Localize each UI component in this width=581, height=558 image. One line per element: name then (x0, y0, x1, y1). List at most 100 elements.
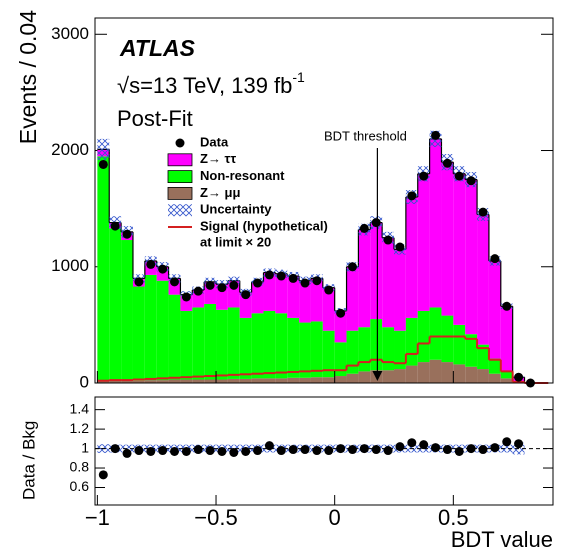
uncertainty-band (227, 276, 240, 285)
ratio-point (146, 446, 156, 456)
legend-label: Uncertainty (200, 202, 272, 217)
stack-bar (239, 378, 252, 383)
ratio-point (359, 444, 369, 454)
stack-bar (263, 310, 276, 379)
stack-bar (500, 371, 513, 379)
ratio-point (407, 438, 417, 448)
ratio-point (253, 446, 263, 456)
ratio-point (300, 445, 310, 455)
ratio-point (264, 441, 274, 451)
energy-sup: -1 (292, 69, 305, 85)
data-point (229, 280, 239, 290)
ratio-point (98, 470, 108, 480)
stack-bar (310, 377, 323, 383)
legend-label: Data (200, 134, 229, 149)
data-point (98, 159, 108, 169)
ratio-point (336, 444, 346, 454)
data-point (169, 277, 179, 287)
data-point (395, 242, 405, 252)
stack-bar (121, 380, 133, 383)
stack-bar (227, 280, 240, 308)
stack-bar (477, 214, 489, 345)
y-tick-label: 1 (81, 439, 89, 455)
stack-bar (382, 237, 395, 328)
stack-bar (132, 286, 145, 381)
data-point (241, 290, 251, 300)
stack-bar (382, 327, 395, 371)
data-point (514, 372, 524, 382)
data-point (158, 264, 168, 274)
y-tick-label: 1.2 (70, 420, 90, 436)
stack-bar (287, 276, 300, 318)
stack-bar (310, 321, 323, 378)
stack-bar (465, 366, 478, 383)
ratio-point (193, 445, 203, 455)
stack-bar (144, 274, 157, 381)
x-axis-label: BDT value (451, 527, 553, 552)
x-tick-label: 0 (329, 505, 341, 530)
stack-bar (239, 292, 252, 318)
lower-frame (94, 396, 554, 506)
stack-bar (394, 369, 406, 383)
ratio-point (514, 439, 524, 449)
stack-bar (216, 379, 228, 383)
stack-bar (239, 317, 252, 379)
stack-bar (299, 280, 311, 323)
stack-bar (216, 309, 228, 380)
stack-bar (334, 376, 347, 383)
ratio-point (395, 442, 405, 452)
stack-bar (192, 290, 205, 308)
stack-bar (334, 310, 347, 343)
stack-bar (477, 344, 489, 370)
y-tick-label: 1000 (51, 256, 89, 275)
data-point (264, 270, 274, 280)
ratio-point (383, 446, 393, 456)
data-point (359, 223, 369, 233)
legend-label: Non-resonant (200, 168, 285, 183)
stack-bar (346, 330, 359, 374)
stack-bar (477, 369, 489, 383)
data-point (276, 271, 286, 281)
stack-bar (417, 310, 430, 363)
data-point (490, 254, 500, 264)
stack-bar (370, 222, 383, 320)
stack-bar (358, 371, 371, 383)
stack-bar (275, 273, 288, 314)
data-point (253, 278, 263, 288)
ratio-point (490, 443, 500, 453)
stack-bar (358, 327, 371, 372)
stack-bar (109, 228, 122, 381)
stack-bar (263, 272, 276, 311)
legend-label: Z→ μμ (200, 185, 241, 200)
stack-bar (488, 260, 501, 359)
stack-bar (168, 294, 181, 380)
stack-bar (251, 313, 264, 379)
upper-frame (94, 17, 554, 384)
ratio-point (181, 446, 191, 456)
stack-bar (180, 294, 193, 311)
data-point (419, 171, 429, 181)
ratio-uncertainty (500, 444, 513, 453)
stack-bar (322, 287, 335, 331)
data-point (324, 285, 334, 295)
data-point (454, 171, 464, 181)
data-point (134, 277, 144, 287)
stack-bar (180, 379, 193, 383)
stack-bar (216, 284, 228, 310)
stack-bar (322, 377, 335, 383)
stack-bar (109, 380, 122, 383)
legend-swatch (167, 153, 193, 167)
data-point (478, 207, 488, 217)
data-point (312, 276, 322, 286)
ratio-point (241, 446, 251, 456)
stack-bar (405, 197, 418, 318)
fit-label: Post-Fit (117, 106, 193, 131)
stack-bar (204, 303, 217, 380)
stack-bar (322, 330, 335, 378)
ratio-point (502, 437, 512, 447)
stack-bar (429, 359, 442, 383)
ratio-point (158, 446, 168, 456)
stack-bar (144, 380, 157, 383)
ratio-point (205, 446, 215, 456)
ratio-point (454, 446, 464, 456)
